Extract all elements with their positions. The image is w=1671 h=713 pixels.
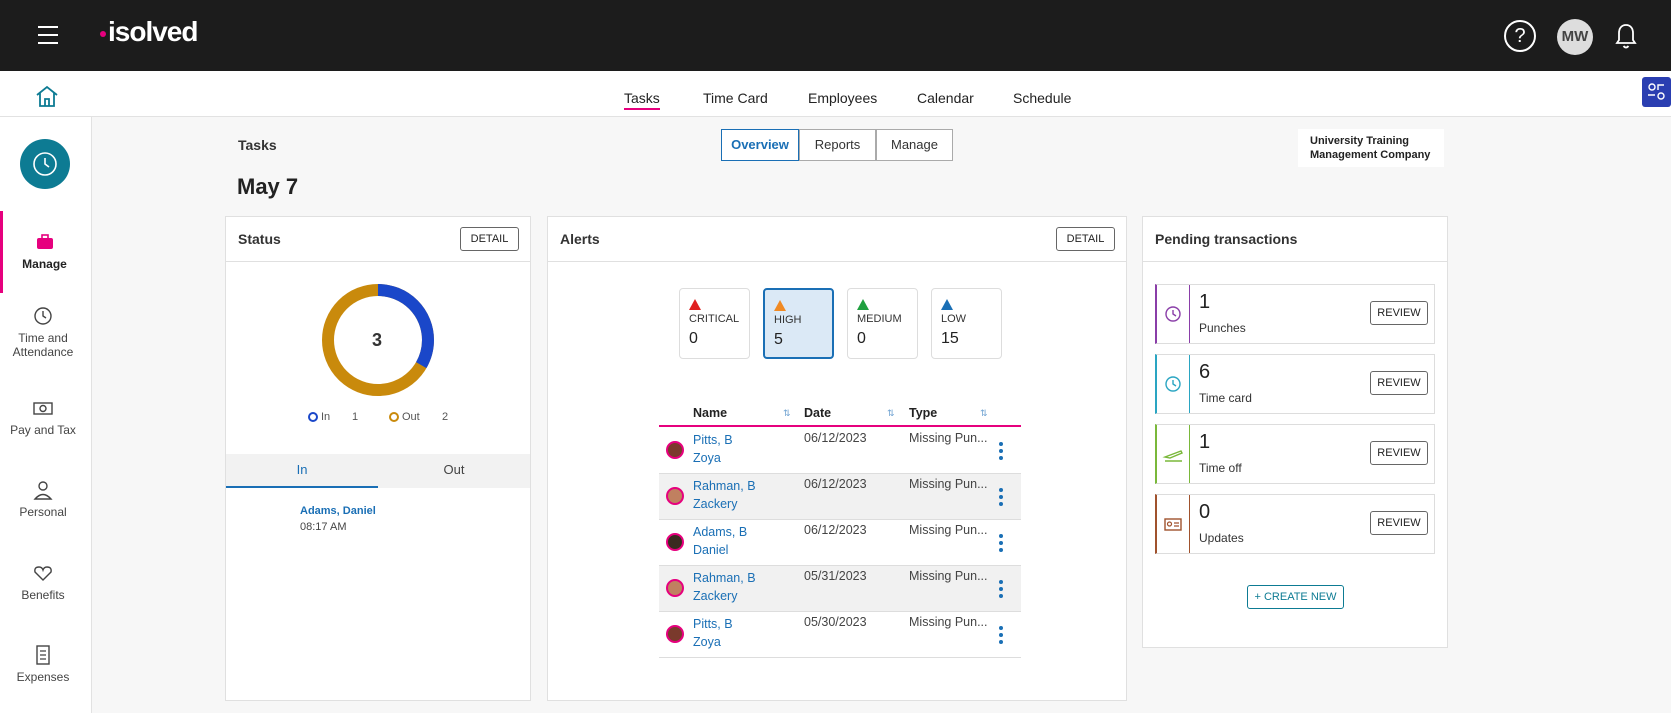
top-bar: [0, 0, 1671, 71]
segment-reports[interactable]: Reports: [799, 129, 876, 161]
divider: [548, 261, 1126, 262]
history-icon: [1157, 285, 1190, 343]
clock-icon: [34, 307, 52, 325]
sidebar-item-manage[interactable]: Manage: [0, 211, 86, 293]
status-title: Status: [238, 231, 281, 247]
org-chart-icon[interactable]: [1642, 77, 1671, 107]
divider: [226, 261, 530, 262]
sidebar-item-pay-and-tax[interactable]: Pay and Tax: [0, 397, 86, 437]
breadcrumb: Tasks: [238, 137, 277, 153]
segment-overview[interactable]: Overview: [721, 129, 799, 161]
company-name[interactable]: University Training Management Company: [1298, 129, 1444, 167]
more-options-icon[interactable]: [999, 626, 1003, 644]
pending-item-updates[interactable]: 0 Updates REVIEW: [1155, 494, 1435, 554]
column-header-type[interactable]: Type: [909, 406, 938, 420]
review-time-off-button[interactable]: REVIEW: [1370, 441, 1428, 465]
avatar: [666, 625, 684, 643]
create-new-button[interactable]: + CREATE NEW: [1247, 585, 1344, 609]
legend-out-count: 2: [442, 411, 449, 423]
alerts-panel: [547, 216, 1127, 701]
sidebar-item-benefits[interactable]: Benefits: [0, 562, 86, 602]
alert-card-low[interactable]: LOW 15: [931, 288, 1002, 359]
tab-tasks[interactable]: Tasks: [624, 90, 660, 110]
money-icon: [33, 402, 53, 415]
receipt-icon: [36, 645, 50, 665]
medium-warning-icon: [857, 299, 869, 310]
table-row[interactable]: Rahman, B Zackery 06/12/2023 Missing Pun.…: [659, 474, 1021, 520]
donut-in-segment: [322, 284, 434, 396]
alert-card-critical[interactable]: CRITICAL 0: [679, 288, 750, 359]
status-detail-button[interactable]: DETAIL: [460, 227, 519, 251]
more-options-icon[interactable]: [999, 580, 1003, 598]
page-title: May 7: [237, 174, 299, 199]
legend-in-label: In: [321, 411, 331, 423]
avatar: [666, 579, 684, 597]
pending-item-time-card[interactable]: 6 Time card REVIEW: [1155, 354, 1435, 414]
alerts-table-header: [659, 403, 1021, 427]
status-entry-name[interactable]: Adams, Daniel: [300, 505, 376, 517]
review-updates-button[interactable]: REVIEW: [1370, 511, 1428, 535]
status-entry-time: 08:17 AM: [300, 521, 347, 533]
table-row[interactable]: Adams, B Daniel 06/12/2023 Missing Pun...: [659, 520, 1021, 566]
more-options-icon[interactable]: [999, 534, 1003, 552]
tab-calendar[interactable]: Calendar: [917, 90, 974, 106]
heart-icon: [34, 566, 52, 581]
pending-item-punches[interactable]: 1 Punches REVIEW: [1155, 284, 1435, 344]
avatar: [666, 441, 684, 459]
legend-in-marker: [308, 412, 318, 422]
help-icon[interactable]: ?: [1504, 20, 1536, 52]
refresh-clock-icon[interactable]: [20, 139, 70, 189]
alert-card-medium[interactable]: MEDIUM 0: [847, 288, 918, 359]
clock-icon: [1157, 355, 1190, 413]
user-avatar[interactable]: MW: [1557, 19, 1593, 55]
tab-time-card[interactable]: Time Card: [703, 90, 768, 106]
status-tab-out[interactable]: Out: [443, 462, 465, 477]
status-donut-chart: [322, 284, 434, 396]
briefcase-icon: [36, 234, 53, 249]
pending-transactions-title: Pending transactions: [1155, 231, 1298, 247]
pending-item-time-off[interactable]: 1 Time off REVIEW: [1155, 424, 1435, 484]
legend-out-marker: [389, 412, 399, 422]
review-punches-button[interactable]: REVIEW: [1370, 301, 1428, 325]
table-row[interactable]: Pitts, B Zoya 06/12/2023 Missing Pun...: [659, 428, 1021, 474]
sidebar-item-expenses[interactable]: Expenses: [0, 644, 86, 684]
alert-card-high[interactable]: HIGH 5: [763, 288, 834, 359]
more-options-icon[interactable]: [999, 488, 1003, 506]
divider: [1143, 261, 1447, 262]
legend-in-count: 1: [352, 411, 359, 423]
sort-icon[interactable]: ⇅: [887, 408, 895, 418]
avatar: [666, 533, 684, 551]
critical-warning-icon: [689, 299, 701, 310]
status-tab-in[interactable]: In: [226, 454, 378, 488]
person-icon: [33, 481, 53, 500]
alerts-detail-button[interactable]: DETAIL: [1056, 227, 1115, 251]
id-card-icon: [1157, 495, 1190, 553]
segment-manage[interactable]: Manage: [876, 129, 953, 161]
more-options-icon[interactable]: [999, 442, 1003, 460]
sidebar-item-time-and-attendance[interactable]: Time and Attendance: [0, 305, 86, 359]
sub-navigation: [0, 71, 1671, 117]
tab-employees[interactable]: Employees: [808, 90, 878, 106]
sort-icon[interactable]: ⇅: [980, 408, 988, 418]
alerts-title: Alerts: [560, 231, 600, 247]
low-warning-icon: [941, 299, 953, 310]
column-header-date[interactable]: Date: [804, 406, 832, 420]
plane-icon: [1157, 425, 1190, 483]
table-row[interactable]: Rahman, B Zackery 05/31/2023 Missing Pun.…: [659, 566, 1021, 612]
high-warning-icon: [774, 300, 786, 311]
legend-out-label: Out: [402, 411, 420, 423]
avatar: [666, 487, 684, 505]
review-time-card-button[interactable]: REVIEW: [1370, 371, 1428, 395]
table-row[interactable]: Pitts, B Zoya 05/30/2023 Missing Pun...: [659, 612, 1021, 658]
bell-icon[interactable]: [1614, 22, 1638, 50]
tab-schedule[interactable]: Schedule: [1013, 90, 1072, 106]
status-total: 3: [372, 330, 383, 350]
isolved-logo[interactable]: isolved: [100, 16, 198, 48]
column-header-name[interactable]: Name: [693, 406, 728, 420]
sort-icon[interactable]: ⇅: [783, 408, 791, 418]
home-icon[interactable]: [34, 84, 60, 108]
hamburger-menu-icon[interactable]: [38, 26, 58, 44]
sidebar-item-personal[interactable]: Personal: [0, 479, 86, 519]
